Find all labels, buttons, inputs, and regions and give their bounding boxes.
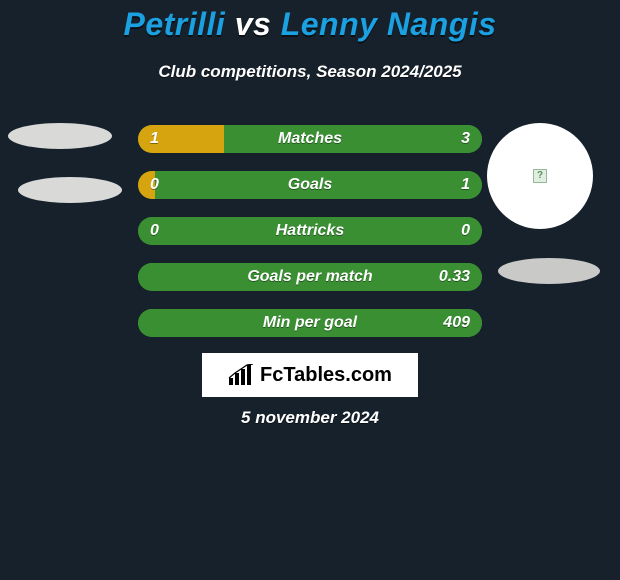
- brand-text: FcTables.com: [260, 364, 392, 387]
- avatar-right: ?: [487, 123, 593, 229]
- date-text: 5 november 2024: [0, 408, 620, 428]
- stat-row: 0.33Goals per match: [138, 263, 482, 291]
- title-player-right: Lenny Nangis: [281, 6, 497, 42]
- stat-label: Goals per match: [138, 263, 482, 291]
- comparison-chart: 13Matches 01Goals 00Hattricks 0.33Goals per…: [138, 125, 482, 355]
- stat-label: Matches: [138, 125, 482, 153]
- stat-label: Hattricks: [138, 217, 482, 245]
- title-vs: vs: [225, 6, 280, 42]
- stat-label: Min per goal: [138, 309, 482, 337]
- stat-row: 01Goals: [138, 171, 482, 199]
- brand-badge: FcTables.com: [202, 353, 418, 397]
- left-ellipse-2: [18, 177, 122, 203]
- subtitle: Club competitions, Season 2024/2025: [0, 62, 620, 82]
- page-title: Petrilli vs Lenny Nangis: [0, 6, 620, 43]
- stat-label: Goals: [138, 171, 482, 199]
- stat-row: 409Min per goal: [138, 309, 482, 337]
- stat-row: 00Hattricks: [138, 217, 482, 245]
- stage: Petrilli vs Lenny Nangis Club competitio…: [0, 0, 620, 580]
- right-shadow: [498, 258, 600, 284]
- stat-row: 13Matches: [138, 125, 482, 153]
- left-ellipse-1: [8, 123, 112, 149]
- avatar-placeholder-icon: ?: [533, 169, 547, 183]
- title-player-left: Petrilli: [124, 6, 226, 42]
- brand-bars-icon: [228, 364, 254, 386]
